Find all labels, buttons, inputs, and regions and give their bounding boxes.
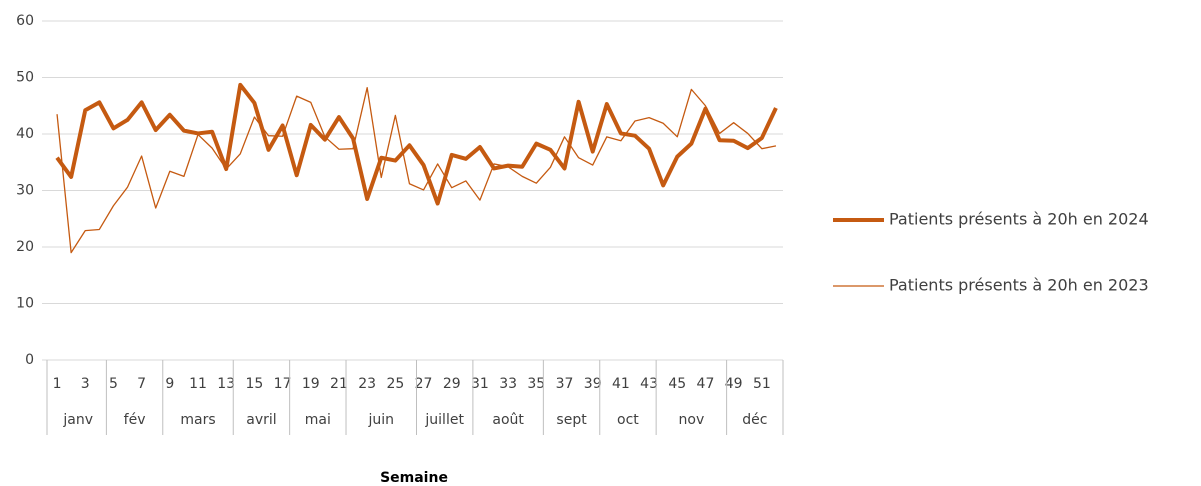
group-label: avril (246, 412, 276, 428)
x-tick-label: 9 (165, 376, 174, 392)
x-tick-label: 37 (556, 376, 574, 392)
group-label: nov (679, 412, 705, 428)
group-label: fév (124, 412, 146, 428)
x-tick-label: 3 (81, 376, 90, 392)
group-label: mai (305, 412, 331, 428)
x-tick-label: 47 (697, 376, 715, 392)
x-tick-label: 27 (415, 376, 433, 392)
y-tick-label: 10 (16, 296, 34, 312)
x-axis-label: Semaine (380, 470, 448, 486)
x-tick-label: 15 (245, 376, 263, 392)
x-tick-label: 29 (443, 376, 461, 392)
y-tick-label: 30 (16, 183, 34, 199)
x-tick-label: 25 (386, 376, 404, 392)
x-tick-label: 17 (274, 376, 292, 392)
y-tick-label: 50 (16, 70, 34, 86)
series-line (56, 87, 777, 254)
group-label: sept (556, 412, 587, 428)
y-tick-label: 0 (25, 352, 34, 368)
x-tick-label: 33 (499, 376, 517, 392)
x-tick-label: 19 (302, 376, 320, 392)
group-label: juillet (424, 412, 464, 428)
y-tick-label: 40 (16, 126, 34, 142)
x-tick-label: 43 (640, 376, 658, 392)
legend-label: Patients présents à 20h en 2024 (889, 210, 1149, 229)
group-label: déc (742, 412, 767, 428)
x-tick-label: 51 (753, 376, 771, 392)
x-tick-label: 49 (725, 376, 743, 392)
x-tick-label: 21 (330, 376, 348, 392)
group-label: janv (62, 412, 93, 428)
group-label: août (492, 412, 524, 428)
x-tick-label: 13 (217, 376, 235, 392)
x-tick-label: 7 (137, 376, 146, 392)
x-tick-label: 41 (612, 376, 630, 392)
x-tick-label: 35 (527, 376, 545, 392)
x-tick-label: 5 (109, 376, 118, 392)
group-label: oct (617, 412, 639, 428)
x-tick-label: 31 (471, 376, 489, 392)
x-tick-label: 1 (53, 376, 62, 392)
x-tick-label: 45 (668, 376, 686, 392)
group-label: mars (180, 412, 215, 428)
x-tick-label: 11 (189, 376, 207, 392)
group-label: juin (367, 412, 394, 428)
legend-label: Patients présents à 20h en 2023 (889, 276, 1149, 295)
x-tick-label: 23 (358, 376, 376, 392)
series-line (55, 82, 778, 206)
x-tick-label: 39 (584, 376, 602, 392)
y-tick-label: 60 (16, 13, 34, 29)
y-tick-label: 20 (16, 239, 34, 255)
